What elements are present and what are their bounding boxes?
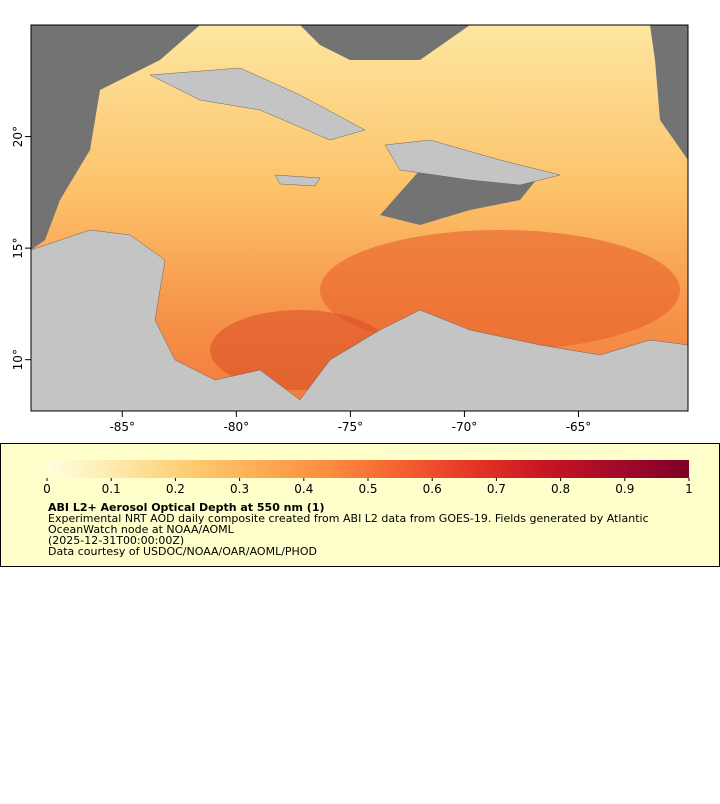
colorbar-tick-label: 0.6	[423, 482, 442, 496]
x-tick-label: -80°	[224, 420, 250, 434]
legend-line: OceanWatch node at NOAA/AOML	[48, 523, 235, 536]
land-hispaniola	[384, 139, 561, 186]
legend-title: ABI L2+ Aerosol Optical Depth at 550 nm …	[48, 501, 325, 514]
cloud-mask	[380, 170, 540, 225]
y-tick-label: 20°	[11, 126, 25, 147]
land-jamaica	[274, 174, 321, 187]
legend-line: Experimental NRT AOD daily composite cre…	[48, 512, 649, 525]
colorbar-tick-label: 0.9	[615, 482, 634, 496]
map-image	[31, 25, 688, 411]
colorbar-tick-label: 0.3	[230, 482, 249, 496]
colorbar-tick-label: 0.7	[487, 482, 506, 496]
colorbar-tick-label: 0.4	[294, 482, 313, 496]
land-cuba	[149, 67, 366, 141]
land-central-south-america	[31, 229, 688, 411]
legend-line: Data courtesy of USDOC/NOAA/OAR/AOML/PHO…	[48, 545, 317, 558]
colorbar-tick-label: 0.5	[358, 482, 377, 496]
colorbar-tick-label: 0.8	[551, 482, 570, 496]
cloud-mask	[300, 25, 470, 60]
cloud-mask	[650, 25, 688, 160]
y-tick-label: 10°	[11, 349, 25, 370]
colorbar-tick-label: 0	[43, 482, 51, 496]
legend-line: (2025-12-31T00:00:00Z)	[48, 534, 184, 547]
colorbar-tick-label: 0.1	[102, 482, 121, 496]
colorbar-tick-label: 0.2	[166, 482, 185, 496]
colorbar-tick-label: 1	[685, 482, 693, 496]
x-tick-label: -85°	[109, 420, 135, 434]
x-tick-label: -65°	[566, 420, 592, 434]
plot-frame	[30, 24, 689, 412]
x-tick-label: -70°	[452, 420, 478, 434]
colorbar	[47, 460, 689, 478]
cloud-mask	[31, 25, 200, 250]
y-tick-label: 15°	[11, 237, 25, 258]
x-tick-label: -75°	[338, 420, 364, 434]
